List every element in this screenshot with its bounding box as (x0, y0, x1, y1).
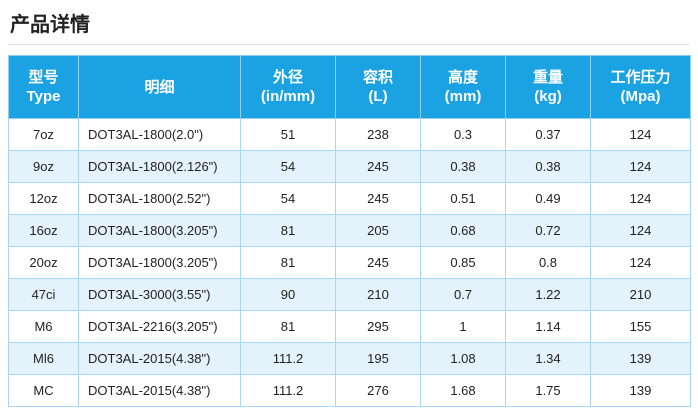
table-cell: Ml6 (8, 342, 79, 375)
table-cell: 0.72 (505, 214, 591, 247)
table-row: 12oz DOT3AL-1800(2.52") 54 245 0.51 0.49 124 (8, 182, 691, 215)
header-text: 型号 (28, 69, 59, 86)
table-row: 47ci DOT3AL-3000(3.55") 90 210 0.7 1.22 210 (8, 278, 691, 311)
spec-table: 型号 Type 明细 外径 (in/mm) 容积 (L) 高度 (mm) 重量 (kg) 工作压力 (M… (8, 55, 691, 407)
table-cell: 111.2 (240, 374, 336, 407)
header-text: 外径 (272, 69, 303, 86)
header-cell: 明细 (78, 55, 241, 119)
table-cell: 12oz (8, 182, 79, 215)
table-cell: DOT3AL-3000(3.55") (78, 278, 241, 311)
header-text: Type (26, 88, 61, 105)
table-cell: DOT3AL-1800(3.205") (78, 214, 241, 247)
table-cell: 0.3 (420, 118, 506, 151)
table-cell: 210 (590, 278, 691, 311)
table-cell: 9oz (8, 150, 79, 183)
table-cell: 210 (335, 278, 421, 311)
table-cell: 0.38 (420, 150, 506, 183)
table-cell: MC (8, 374, 79, 407)
header-text: 容积 (362, 69, 393, 86)
header-cell: 容积 (L) (335, 55, 421, 119)
table-row: 9oz DOT3AL-1800(2.126") 54 245 0.38 0.38 124 (8, 150, 691, 183)
header-text: 工作压力 (610, 69, 671, 86)
table-cell: 7oz (8, 118, 79, 151)
header-cell: 重量 (kg) (505, 55, 591, 119)
table-cell: 0.85 (420, 246, 506, 279)
table-row: MC DOT3AL-2015(4.38") 111.2 276 1.68 1.75 139 (8, 374, 691, 407)
table-cell: 245 (335, 182, 421, 215)
header-text: (kg) (534, 88, 562, 105)
table-cell: 0.37 (505, 118, 591, 151)
table-cell: 139 (590, 374, 691, 407)
table-cell: 54 (240, 150, 336, 183)
table-cell: 0.49 (505, 182, 591, 215)
table-cell: 0.7 (420, 278, 506, 311)
table-cell: 245 (335, 246, 421, 279)
table-cell: 51 (240, 118, 336, 151)
table-row: 20oz DOT3AL-1800(3.205") 81 245 0.85 0.8 124 (8, 246, 691, 279)
table-cell: 0.38 (505, 150, 591, 183)
table-cell: 1.34 (505, 342, 591, 375)
table-cell: 81 (240, 214, 336, 247)
table-cell: DOT3AL-1800(2.52") (78, 182, 241, 215)
table-row: M6 DOT3AL-2216(3.205") 81 295 1 1.14 155 (8, 310, 691, 343)
table-cell: 20oz (8, 246, 79, 279)
table-row: Ml6 DOT3AL-2015(4.38") 111.2 195 1.08 1.34 139 (8, 342, 691, 375)
table-cell: DOT3AL-1800(2.126") (78, 150, 241, 183)
table-cell: 124 (590, 214, 691, 247)
table-cell: 81 (240, 310, 336, 343)
title: 产品详情 (10, 14, 90, 36)
table-row: 16oz DOT3AL-1800(3.205") 81 205 0.68 0.72 124 (8, 214, 691, 247)
table-cell: DOT3AL-2015(4.38") (78, 374, 241, 407)
table-cell: 111.2 (240, 342, 336, 375)
table-cell: 81 (240, 246, 336, 279)
table-cell: 124 (590, 118, 691, 151)
header-cell: 高度 (mm) (420, 55, 506, 119)
header-text: 重量 (532, 69, 563, 86)
header-text: (L) (368, 88, 388, 105)
table-cell: 295 (335, 310, 421, 343)
table-cell: 155 (590, 310, 691, 343)
table-cell: 205 (335, 214, 421, 247)
table-cell: 1.14 (505, 310, 591, 343)
header-text: 高度 (447, 69, 478, 86)
table-cell: DOT3AL-1800(2.0") (78, 118, 241, 151)
divider (8, 44, 690, 45)
table-cell: M6 (8, 310, 79, 343)
table-cell: DOT3AL-2015(4.38") (78, 342, 241, 375)
table-cell: 1 (420, 310, 506, 343)
table-cell: DOT3AL-1800(3.205") (78, 246, 241, 279)
header-row: 型号 Type 明细 外径 (in/mm) 容积 (L) 高度 (mm) 重量 (kg) 工作压力 (M… (8, 55, 691, 119)
table-cell: 124 (590, 150, 691, 183)
table-cell: 0.68 (420, 214, 506, 247)
header-text: 明细 (144, 78, 175, 96)
header-cell: 工作压力 (Mpa) (590, 55, 691, 119)
table-cell: 16oz (8, 214, 79, 247)
table-cell: 124 (590, 182, 691, 215)
table-row: 7oz DOT3AL-1800(2.0") 51 238 0.3 0.37 124 (8, 118, 691, 151)
table-cell: DOT3AL-2216(3.205") (78, 310, 241, 343)
header-text: (Mpa) (620, 88, 661, 105)
table-cell: 1.08 (420, 342, 506, 375)
table-cell: 90 (240, 278, 336, 311)
table-cell: 124 (590, 246, 691, 279)
header-cell: 型号 Type (8, 55, 79, 119)
table-cell: 139 (590, 342, 691, 375)
table-cell: 0.51 (420, 182, 506, 215)
table-cell: 245 (335, 150, 421, 183)
table-cell: 47ci (8, 278, 79, 311)
table-cell: 54 (240, 182, 336, 215)
table-cell: 195 (335, 342, 421, 375)
table-cell: 276 (335, 374, 421, 407)
header-cell: 外径 (in/mm) (240, 55, 336, 119)
header-text: (mm) (444, 88, 482, 105)
table-cell: 1.22 (505, 278, 591, 311)
table-cell: 238 (335, 118, 421, 151)
table-cell: 1.75 (505, 374, 591, 407)
header-text: (in/mm) (260, 88, 316, 105)
table-cell: 1.68 (420, 374, 506, 407)
table-cell: 0.8 (505, 246, 591, 279)
